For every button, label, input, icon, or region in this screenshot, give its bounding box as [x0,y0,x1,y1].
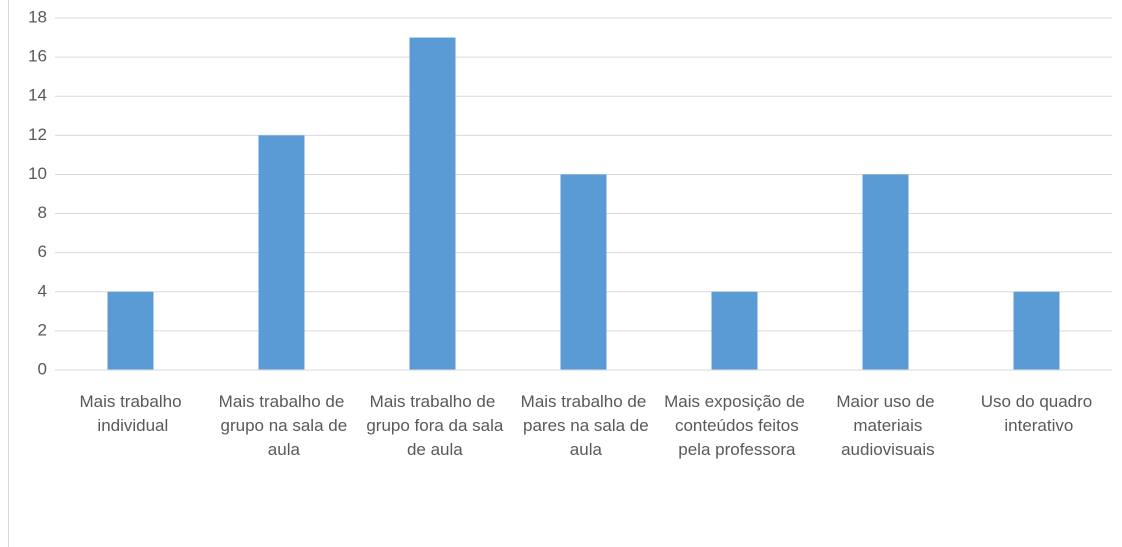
y-tick-label: 18 [28,7,47,26]
x-tick-label: Mais trabalho de pares na sala de aula [518,392,648,459]
y-tick-label: 10 [28,164,47,183]
y-tick-label: 16 [28,47,47,66]
x-tick-label: Mais trabalho de grupo na sala de aula [216,392,347,459]
x-tick-label: Maior uso de materiais audiovisuais [836,392,934,459]
x-tick-label: Mais exposição de conteúdos feitos pela … [664,392,805,459]
y-tick-label: 6 [38,242,47,261]
y-tick-label: 4 [38,281,47,300]
x-tick-label: Mais trabalho de grupo fora da sala de a… [362,392,504,459]
bar [862,174,909,370]
y-tick-label: 2 [38,320,47,339]
x-tick-label: Uso do quadro interativo [981,392,1093,435]
y-tick-label: 8 [38,203,47,222]
y-tick-label: 12 [28,125,47,144]
y-tick-label: 0 [38,359,47,378]
bar [711,291,758,370]
bar [409,37,456,371]
bar [258,135,305,370]
y-tick-label: 14 [28,86,47,105]
x-tick-label: Mais trabalho individual [79,392,181,435]
bar [107,291,154,370]
bar [560,174,607,370]
bar [1013,291,1060,370]
